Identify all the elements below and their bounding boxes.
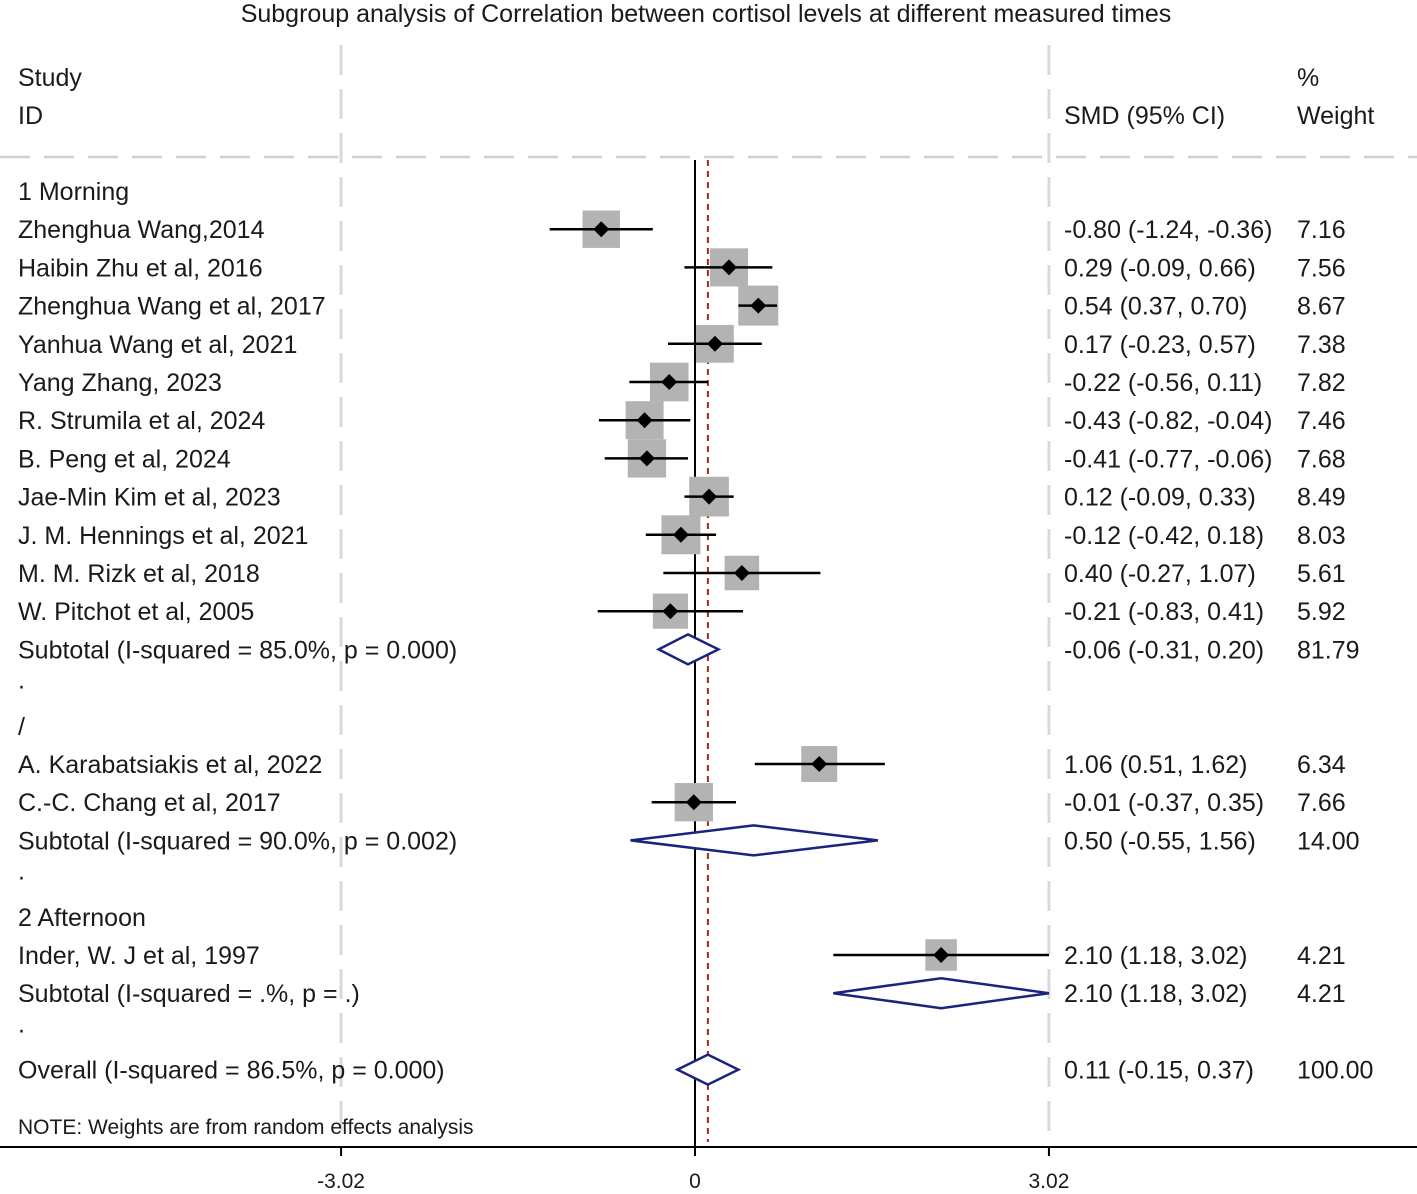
point-estimate-marker <box>593 221 610 238</box>
point-estimate-marker <box>661 374 678 390</box>
spacer-dot: . <box>18 667 25 695</box>
study-ci-text: 0.29 (-0.09, 0.66) <box>1064 254 1256 282</box>
study-label: Haibin Zhu et al, 2016 <box>18 254 263 282</box>
study-label: A. Karabatsiakis et al, 2022 <box>18 751 322 779</box>
study-ci-text: -0.22 (-0.56, 0.11) <box>1064 369 1262 397</box>
subtotal-ci-text: -0.06 (-0.31, 0.20) <box>1064 636 1264 664</box>
point-estimate-marker <box>701 488 718 505</box>
smd-column-header: SMD (95% CI) <box>1064 102 1225 130</box>
point-estimate-marker <box>733 565 750 581</box>
subtotal-ci-text: 0.50 (-0.55, 1.56) <box>1064 827 1256 855</box>
study-label: Yang Zhang, 2023 <box>18 369 222 397</box>
study-weight-text: 7.16 <box>1297 216 1346 244</box>
percent-column-header: % <box>1297 64 1319 92</box>
study-ci-text: 0.17 (-0.23, 0.57) <box>1064 331 1256 359</box>
study-weight-text: 8.49 <box>1297 484 1346 512</box>
study-weight-text: 6.34 <box>1297 751 1346 779</box>
point-estimate-marker <box>638 450 655 467</box>
study-weight-text: 7.82 <box>1297 369 1346 397</box>
study-label: Jae-Min Kim et al, 2023 <box>18 484 281 512</box>
id-column-header: ID <box>18 102 43 130</box>
point-estimate-marker <box>672 526 689 543</box>
study-label: Zhenghua Wang,2014 <box>18 216 265 244</box>
point-estimate-marker <box>706 335 723 352</box>
point-estimate-marker <box>685 794 702 811</box>
study-ci-text: 1.06 (0.51, 1.62) <box>1064 751 1247 779</box>
overall-ci-text: 0.11 (-0.15, 0.37) <box>1064 1057 1254 1085</box>
study-weight-text: 7.68 <box>1297 445 1346 473</box>
study-ci-text: -0.01 (-0.37, 0.35) <box>1064 789 1264 817</box>
study-ci-text: -0.80 (-1.24, -0.36) <box>1064 216 1272 244</box>
study-label: Yanhua Wang et al, 2021 <box>18 331 297 359</box>
study-label: M. M. Rizk et al, 2018 <box>18 560 260 588</box>
spacer-dot: . <box>18 858 25 886</box>
gridlines <box>339 45 1051 1142</box>
x-tick-label: -3.02 <box>317 1170 365 1193</box>
subtotal-weight-text: 14.00 <box>1297 827 1360 855</box>
subtotal-weight-text: 4.21 <box>1297 980 1346 1008</box>
study-weight-text: 5.92 <box>1297 598 1346 626</box>
study-label: R. Strumila et al, 2024 <box>18 407 265 435</box>
study-weight-text: 8.67 <box>1297 293 1346 321</box>
point-estimate-marker <box>662 603 679 620</box>
study-weight-text: 7.38 <box>1297 331 1346 359</box>
study-ci-text: -0.21 (-0.83, 0.41) <box>1064 598 1264 626</box>
subtotal-weight-text: 81.79 <box>1297 636 1360 664</box>
spacer-dot: . <box>18 1010 25 1038</box>
study-ci-text: -0.43 (-0.82, -0.04) <box>1064 407 1272 435</box>
study-weight-text: 7.66 <box>1297 789 1346 817</box>
study-label: Inder, W. J et al, 1997 <box>18 942 260 970</box>
overall-weight-text: 100.00 <box>1297 1057 1373 1085</box>
point-estimate-marker <box>811 756 828 772</box>
chart-title: Subgroup analysis of Correlation between… <box>241 0 1172 28</box>
subtotal-label: Subtotal (I-squared = 90.0%, p = 0.002) <box>18 827 457 855</box>
study-label: W. Pitchot et al, 2005 <box>18 598 254 626</box>
subtotal-label: Subtotal (I-squared = 85.0%, p = 0.000) <box>18 636 457 664</box>
study-ci-text: -0.41 (-0.77, -0.06) <box>1064 445 1272 473</box>
study-label: Zhenghua Wang et al, 2017 <box>18 293 326 321</box>
overall-label: Overall (I-squared = 86.5%, p = 0.000) <box>18 1057 445 1085</box>
footnote: NOTE: Weights are from random effects an… <box>18 1116 474 1139</box>
study-weight-text: 7.46 <box>1297 407 1346 435</box>
study-ci-text: 0.40 (-0.27, 1.07) <box>1064 560 1256 588</box>
study-rows: 1 Morning Zhenghua Wang,2014 -0.80 (-1.24,… <box>18 178 1373 1086</box>
study-weight-text: 8.03 <box>1297 522 1346 550</box>
overall-estimate-diamond <box>674 1053 742 1086</box>
study-label: C.-C. Chang et al, 2017 <box>18 789 281 817</box>
pooled-estimate-diamond <box>655 633 722 666</box>
pooled-estimate-diamond <box>630 824 878 857</box>
x-tick-label: 0 <box>689 1170 701 1193</box>
study-ci-text: 2.10 (1.18, 3.02) <box>1064 942 1247 970</box>
study-weight-text: 5.61 <box>1297 560 1346 588</box>
point-estimate-marker <box>933 947 950 963</box>
study-weight-text: 7.56 <box>1297 254 1346 282</box>
subgroup-heading: / <box>18 713 25 741</box>
study-ci-text: 0.12 (-0.09, 0.33) <box>1064 484 1256 512</box>
study-weight-text: 4.21 <box>1297 942 1346 970</box>
study-ci-text: -0.12 (-0.42, 0.18) <box>1064 522 1264 550</box>
x-axis-ticks: -3.02 0 3.02 <box>317 1147 1069 1193</box>
subtotal-label: Subtotal (I-squared = .%, p = .) <box>18 980 360 1008</box>
subtotal-ci-text: 2.10 (1.18, 3.02) <box>1064 980 1247 1008</box>
point-estimate-marker <box>636 412 653 429</box>
study-label: J. M. Hennings et al, 2021 <box>18 522 308 550</box>
pooled-estimate-diamond <box>833 976 1050 1010</box>
study-label: B. Peng et al, 2024 <box>18 445 231 473</box>
study-ci-text: 0.54 (0.37, 0.70) <box>1064 293 1247 321</box>
subgroup-heading: 1 Morning <box>18 178 129 206</box>
point-estimate-marker <box>750 297 767 314</box>
point-estimate-marker <box>720 259 737 276</box>
study-column-header: Study <box>18 64 82 92</box>
x-tick-label: 3.02 <box>1029 1170 1070 1193</box>
subgroup-heading: 2 Afternoon <box>18 904 146 932</box>
weight-column-header: Weight <box>1297 102 1374 130</box>
